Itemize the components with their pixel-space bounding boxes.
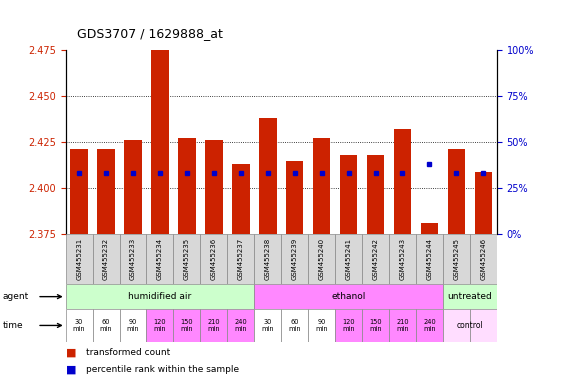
- Bar: [281, 234, 308, 284]
- Bar: [93, 309, 119, 342]
- Bar: [200, 309, 227, 342]
- Text: ■: ■: [66, 348, 76, 358]
- Text: GSM455240: GSM455240: [319, 238, 325, 280]
- Text: 150
min: 150 min: [180, 319, 193, 332]
- Bar: [389, 309, 416, 342]
- Bar: [443, 284, 497, 309]
- Text: GSM455235: GSM455235: [184, 238, 190, 280]
- Bar: [448, 149, 465, 234]
- Text: 30
min: 30 min: [73, 319, 86, 332]
- Bar: [308, 234, 335, 284]
- Bar: [254, 234, 281, 284]
- Text: GSM455239: GSM455239: [292, 238, 297, 280]
- Text: GSM455238: GSM455238: [265, 238, 271, 280]
- Text: 150
min: 150 min: [369, 319, 382, 332]
- Bar: [174, 309, 200, 342]
- Text: 210
min: 210 min: [207, 319, 220, 332]
- Bar: [200, 234, 227, 284]
- Bar: [389, 234, 416, 284]
- Bar: [147, 309, 174, 342]
- Bar: [443, 309, 470, 342]
- Bar: [335, 309, 362, 342]
- Bar: [93, 234, 119, 284]
- Bar: [174, 234, 200, 284]
- Bar: [227, 234, 254, 284]
- Bar: [119, 309, 147, 342]
- Text: 240
min: 240 min: [235, 319, 247, 332]
- Text: 90
min: 90 min: [315, 319, 328, 332]
- Text: ethanol: ethanol: [331, 292, 366, 301]
- Bar: [286, 161, 303, 234]
- Text: 90
min: 90 min: [127, 319, 139, 332]
- Text: GDS3707 / 1629888_at: GDS3707 / 1629888_at: [77, 27, 223, 40]
- Bar: [340, 155, 357, 234]
- Text: transformed count: transformed count: [86, 348, 170, 357]
- Bar: [70, 149, 88, 234]
- Text: GSM455242: GSM455242: [372, 238, 379, 280]
- Text: GSM455232: GSM455232: [103, 238, 109, 280]
- Bar: [281, 309, 308, 342]
- Text: GSM455236: GSM455236: [211, 238, 217, 280]
- Bar: [416, 234, 443, 284]
- Text: GSM455237: GSM455237: [238, 238, 244, 280]
- Bar: [119, 234, 147, 284]
- Text: GSM455234: GSM455234: [157, 238, 163, 280]
- Bar: [232, 164, 250, 234]
- Bar: [367, 155, 384, 234]
- Bar: [421, 223, 438, 234]
- Text: GSM455243: GSM455243: [400, 238, 405, 280]
- Bar: [259, 118, 276, 234]
- Bar: [97, 149, 115, 234]
- Bar: [416, 309, 443, 342]
- Text: percentile rank within the sample: percentile rank within the sample: [86, 365, 239, 374]
- Text: 30
min: 30 min: [262, 319, 274, 332]
- Text: ■: ■: [66, 364, 76, 374]
- Bar: [362, 309, 389, 342]
- Bar: [313, 138, 331, 234]
- Bar: [254, 284, 443, 309]
- Bar: [362, 234, 389, 284]
- Bar: [205, 140, 223, 234]
- Bar: [147, 234, 174, 284]
- Bar: [254, 309, 281, 342]
- Bar: [66, 309, 93, 342]
- Bar: [470, 234, 497, 284]
- Bar: [470, 309, 497, 342]
- Text: agent: agent: [3, 292, 29, 301]
- Text: 210
min: 210 min: [396, 319, 409, 332]
- Text: GSM455246: GSM455246: [480, 238, 486, 280]
- Text: 240
min: 240 min: [423, 319, 436, 332]
- Bar: [124, 140, 142, 234]
- Bar: [66, 234, 93, 284]
- Text: humidified air: humidified air: [128, 292, 192, 301]
- Bar: [151, 48, 168, 234]
- Text: 120
min: 120 min: [154, 319, 166, 332]
- Text: GSM455244: GSM455244: [427, 238, 432, 280]
- Bar: [178, 138, 196, 234]
- Bar: [66, 284, 254, 309]
- Text: GSM455233: GSM455233: [130, 238, 136, 280]
- Text: untreated: untreated: [448, 292, 492, 301]
- Bar: [443, 234, 470, 284]
- Bar: [475, 172, 492, 234]
- Bar: [394, 129, 411, 234]
- Bar: [308, 309, 335, 342]
- Bar: [335, 234, 362, 284]
- Text: GSM455241: GSM455241: [345, 238, 352, 280]
- Bar: [227, 309, 254, 342]
- Text: 60
min: 60 min: [100, 319, 112, 332]
- Text: control: control: [456, 321, 483, 330]
- Text: 60
min: 60 min: [288, 319, 301, 332]
- Text: 120
min: 120 min: [342, 319, 355, 332]
- Text: time: time: [3, 321, 23, 330]
- Text: GSM455231: GSM455231: [76, 238, 82, 280]
- Text: GSM455245: GSM455245: [453, 238, 459, 280]
